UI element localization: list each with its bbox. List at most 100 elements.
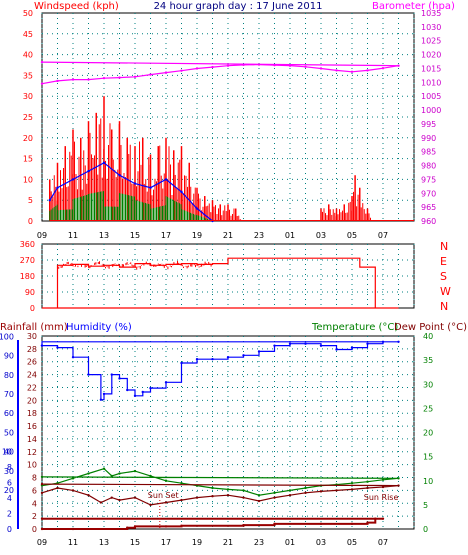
data-point	[366, 521, 369, 524]
data-point	[56, 486, 59, 490]
x-tick-label: 23	[254, 231, 264, 240]
right-y-axis-ticks: 0 5 10 15 20 25 30 35 40	[423, 332, 433, 534]
wind-axis-title: Windspeed (kph)	[34, 1, 119, 12]
data-point	[288, 64, 292, 67]
rainfall-points	[40, 517, 385, 531]
data-point	[149, 503, 152, 507]
data-point	[71, 527, 75, 531]
y-tick-label: 8	[7, 463, 12, 472]
y2-tick-label: 40	[423, 332, 433, 341]
data-point	[288, 494, 292, 497]
y2-tick-label: 15	[423, 453, 433, 462]
x-tick-label: 01	[285, 231, 295, 240]
y-tick-label: 360	[20, 240, 35, 249]
y-tick-label: 15	[23, 155, 33, 164]
y2-tick-label: 20	[423, 429, 433, 438]
data-point	[350, 488, 354, 491]
temperature-axis-title: Temperature (°C)	[311, 322, 398, 333]
y2-tick-label: 960	[421, 217, 436, 226]
y-tick-label: 0	[28, 217, 33, 226]
y-tick-label: 0	[32, 525, 37, 534]
y-tick-label: 80	[4, 371, 14, 380]
data-point	[366, 486, 369, 490]
dewpoint-points	[40, 482, 400, 507]
data-point	[180, 481, 183, 485]
temp-x-axis-ticks: 11 13 15 17 19 21 23 01 03 05 07 09	[37, 538, 388, 547]
y-tick-label: 8	[32, 474, 37, 483]
y2-tick-label: 1000	[421, 106, 441, 115]
compass-label: N	[440, 240, 448, 253]
y-tick-label: 22	[27, 383, 37, 392]
data-point	[226, 64, 230, 67]
data-point	[102, 76, 106, 80]
y2-tick-label: 1015	[421, 64, 441, 73]
data-point	[335, 489, 338, 492]
wind-y-axis-ticks: 0 5 10 15 20 25 30 35 40 45 50	[23, 9, 33, 226]
chart-title: 24 hour graph day : 17 June 2011	[154, 1, 323, 12]
data-point	[374, 517, 377, 520]
x-tick-label: 01	[285, 538, 295, 547]
y-tick-label: 180	[20, 272, 35, 281]
data-point	[71, 178, 75, 181]
data-point	[40, 60, 44, 64]
y2-tick-label: 980	[421, 162, 436, 171]
data-point	[126, 526, 129, 529]
wind-x-axis-ticks: 11 13 15 17 19 21 23 01 03 05 07 09	[37, 231, 388, 240]
data-point	[195, 357, 199, 361]
data-point	[226, 488, 230, 491]
y-tick-label: 24	[27, 371, 37, 380]
data-point	[149, 386, 152, 390]
data-point	[40, 475, 44, 479]
data-point	[87, 494, 90, 497]
data-point	[304, 486, 307, 490]
data-point	[126, 388, 129, 392]
barometer-axis-title: Barometer (hpa)	[372, 1, 455, 12]
data-point	[242, 63, 245, 67]
wind-horizontal-grid	[42, 33, 414, 201]
x-tick-label: 13	[99, 231, 109, 240]
data-point	[226, 494, 230, 497]
y-tick-label: 20	[27, 396, 37, 405]
data-point	[397, 64, 400, 67]
data-point	[381, 478, 385, 481]
data-point	[273, 496, 276, 499]
data-point	[242, 523, 245, 527]
data-point	[350, 346, 354, 349]
compass-label: N	[440, 300, 448, 313]
direction-y-axis-ticks: 0 90 180 270 360	[20, 240, 35, 313]
y2-tick-label: 35	[423, 356, 433, 365]
dewpoint-series	[41, 483, 399, 506]
data-point	[110, 373, 113, 376]
wind-blue-series	[49, 162, 213, 222]
x-tick-label: 19	[192, 538, 202, 547]
data-point	[118, 76, 121, 79]
y-tick-label: 14	[27, 435, 37, 444]
x-tick-label: 05	[347, 231, 357, 240]
data-point	[48, 199, 51, 202]
y-tick-label: 0	[7, 525, 12, 534]
humidity-points	[40, 340, 400, 401]
data-point	[211, 494, 214, 498]
y2-tick-label: 990	[421, 134, 436, 143]
y-tick-label: 18	[27, 409, 37, 418]
data-point	[40, 344, 44, 347]
x-tick-label: 23	[254, 538, 264, 547]
y-tick-label: 20	[4, 486, 14, 495]
y-tick-label: 2	[32, 512, 37, 521]
data-point	[110, 474, 113, 478]
data-point	[257, 63, 261, 66]
y2-tick-label: 1030	[421, 23, 441, 32]
y-tick-label: 10	[23, 175, 33, 184]
y-tick-label: 2	[7, 510, 12, 519]
data-point	[319, 67, 323, 70]
x-tick-label: 07	[378, 538, 388, 547]
data-point	[180, 190, 183, 194]
x-tick-label: 17	[161, 231, 171, 240]
y-tick-label: 30	[4, 467, 14, 476]
data-point	[257, 350, 261, 353]
y-tick-label: 100	[0, 332, 14, 341]
data-point	[56, 186, 59, 189]
y2-tick-label: 965	[421, 203, 436, 212]
